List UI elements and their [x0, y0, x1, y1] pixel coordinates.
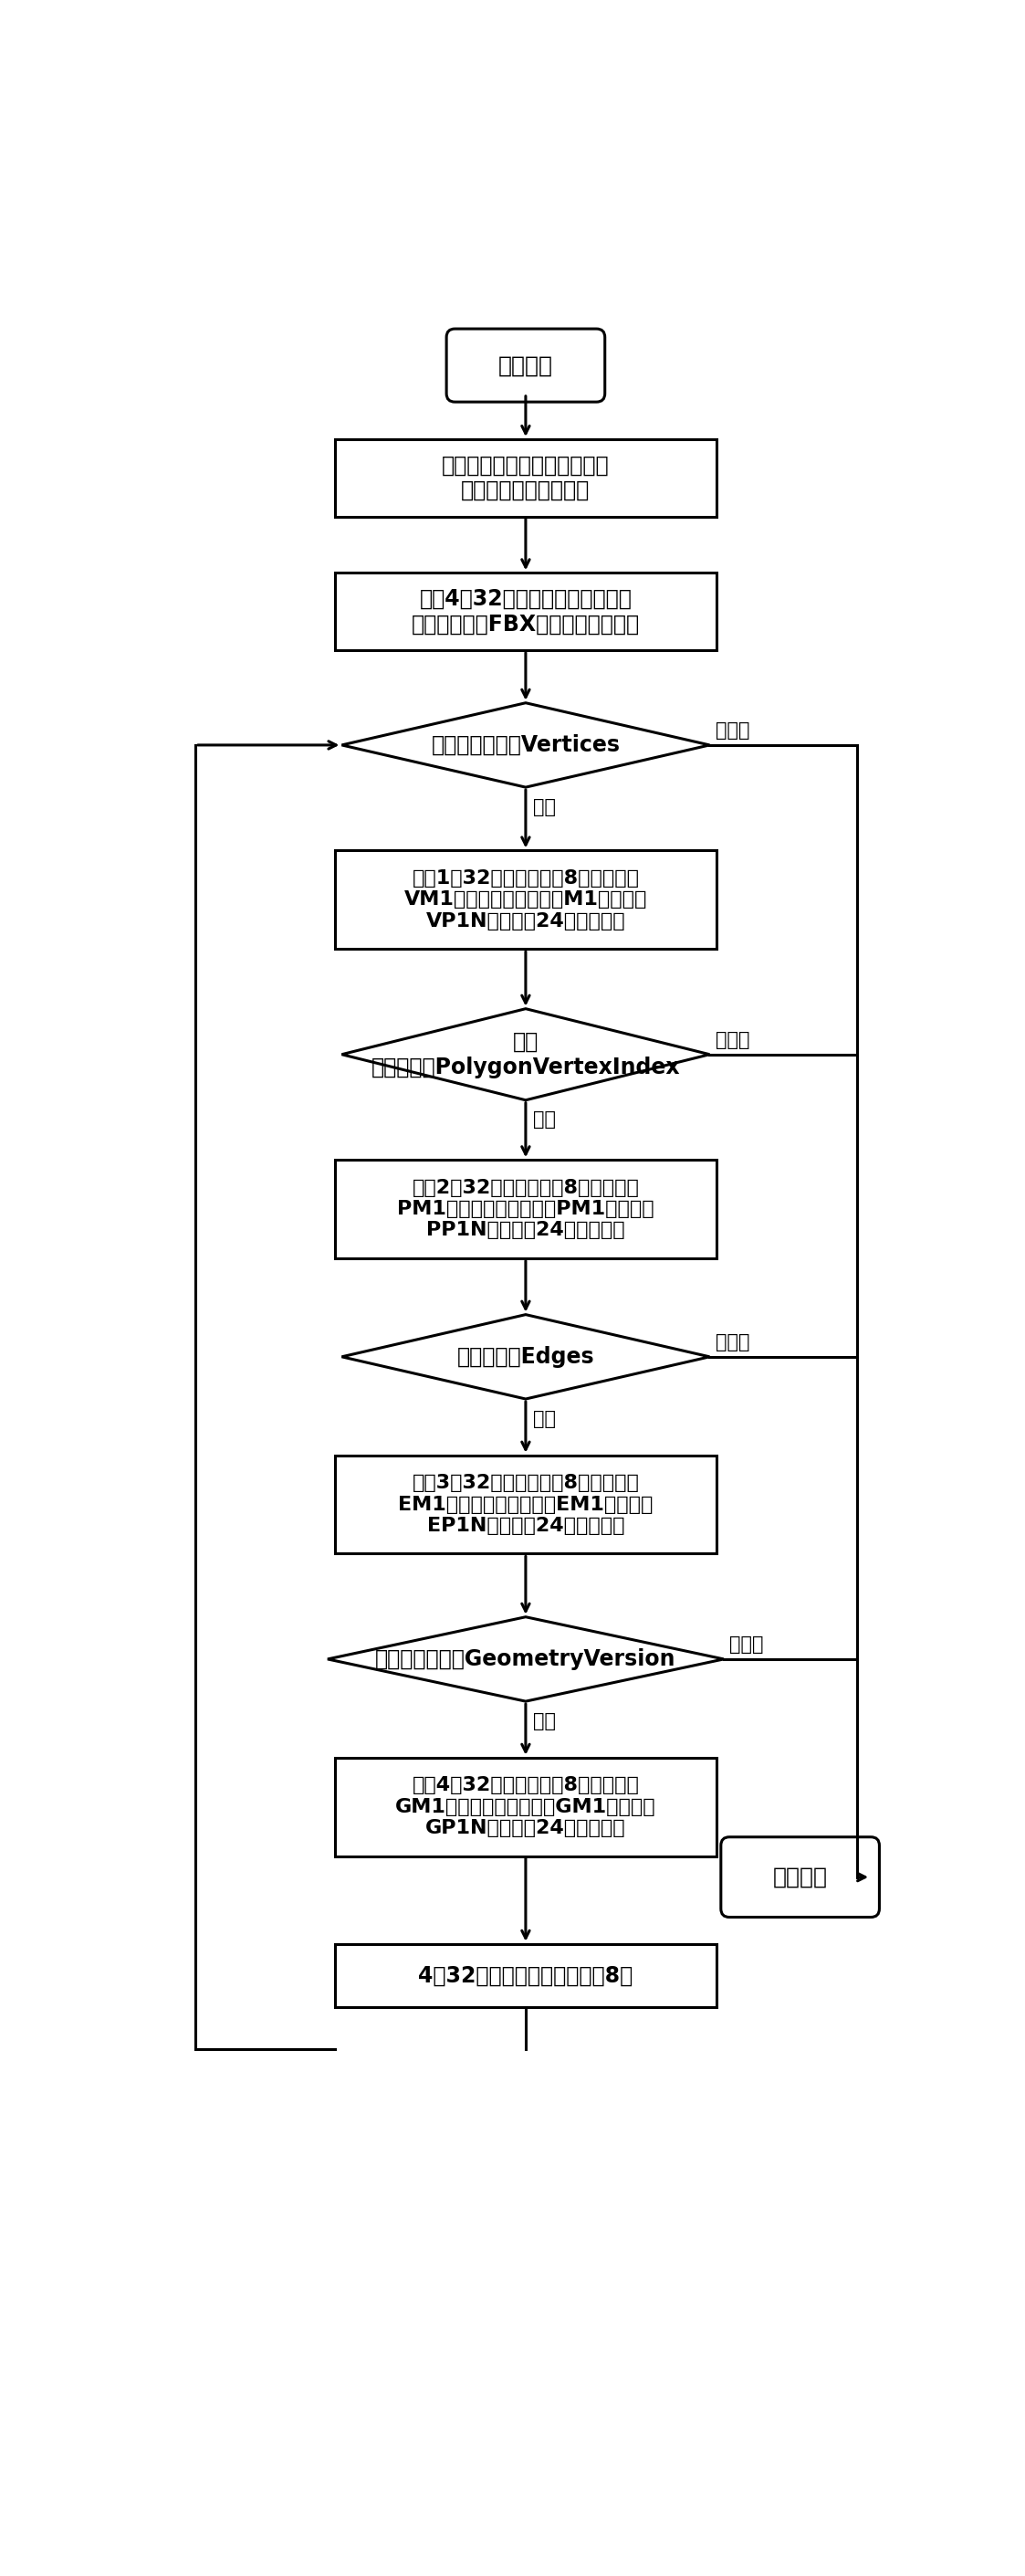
- Text: 存在: 存在: [533, 1713, 556, 1731]
- Bar: [335, 1757, 716, 1855]
- Bar: [335, 438, 716, 518]
- Bar: [335, 1159, 716, 1257]
- Text: 存在: 存在: [533, 799, 556, 817]
- Text: 通过网络或其他物理方式传播
所述的新三维模型文件: 通过网络或其他物理方式传播 所述的新三维模型文件: [442, 453, 610, 502]
- Text: 搜索关键字Edges: 搜索关键字Edges: [457, 1345, 594, 1368]
- Text: 不存在: 不存在: [715, 721, 749, 739]
- Text: 取第4段32位散列值的前8位对应的数
GM1作为偏移值，向后数GM1位的位置
GP1N后删除掉24位数据序列: 取第4段32位散列值的前8位对应的数 GM1作为偏移值，向后数GM1位的位置 G…: [396, 1777, 656, 1837]
- Text: 解密结束: 解密结束: [773, 1865, 827, 1888]
- Text: 向下
搜索关键字PolygonVertexIndex: 向下 搜索关键字PolygonVertexIndex: [371, 1030, 681, 1079]
- Text: 取第3段32位散列值的前8位对应的数
EM1作为偏移值，向后数EM1位的位置
EP1N后删除掉24位数据序列: 取第3段32位散列值的前8位对应的数 EM1作为偏移值，向后数EM1位的位置 E…: [398, 1473, 653, 1535]
- Text: 不存在: 不存在: [715, 1030, 749, 1048]
- Bar: [335, 572, 716, 649]
- Text: 根据4段32位散列值将新模型文件
还原成标准的FBX格式三维模型文件: 根据4段32位散列值将新模型文件 还原成标准的FBX格式三维模型文件: [411, 587, 640, 636]
- FancyBboxPatch shape: [721, 1837, 879, 1917]
- Text: 取第1段32位散列值的前8位对应的数
VM1作为偏移值，向后数M1位的位置
VP1N后删除掉24位数据序列: 取第1段32位散列值的前8位对应的数 VM1作为偏移值，向后数M1位的位置 VP…: [404, 871, 647, 930]
- Text: 存在: 存在: [533, 1409, 556, 1427]
- Polygon shape: [341, 1314, 709, 1399]
- Text: 取第2段32位散列值的前8位对应的数
PM1作为偏移值，向后数PM1位的位置
PP1N后删除掉24位数据序列: 取第2段32位散列值的前8位对应的数 PM1作为偏移值，向后数PM1位的位置 P…: [397, 1180, 654, 1239]
- Text: 向下搜索关键字Vertices: 向下搜索关键字Vertices: [432, 734, 620, 755]
- Polygon shape: [341, 703, 709, 788]
- Polygon shape: [328, 1618, 724, 1700]
- Bar: [335, 850, 716, 948]
- Text: 解密开始: 解密开始: [498, 355, 554, 376]
- Bar: [335, 1455, 716, 1553]
- Text: 存在: 存在: [533, 1110, 556, 1128]
- Polygon shape: [341, 1010, 709, 1100]
- Text: 不存在: 不存在: [715, 1332, 749, 1352]
- Bar: [335, 1945, 716, 2007]
- Text: 向下搜索关键字GeometryVersion: 向下搜索关键字GeometryVersion: [375, 1649, 676, 1669]
- Text: 4段32位散列值分别循环左移8位: 4段32位散列值分别循环左移8位: [418, 1965, 633, 1986]
- FancyBboxPatch shape: [447, 330, 605, 402]
- Text: 不存在: 不存在: [730, 1636, 764, 1654]
